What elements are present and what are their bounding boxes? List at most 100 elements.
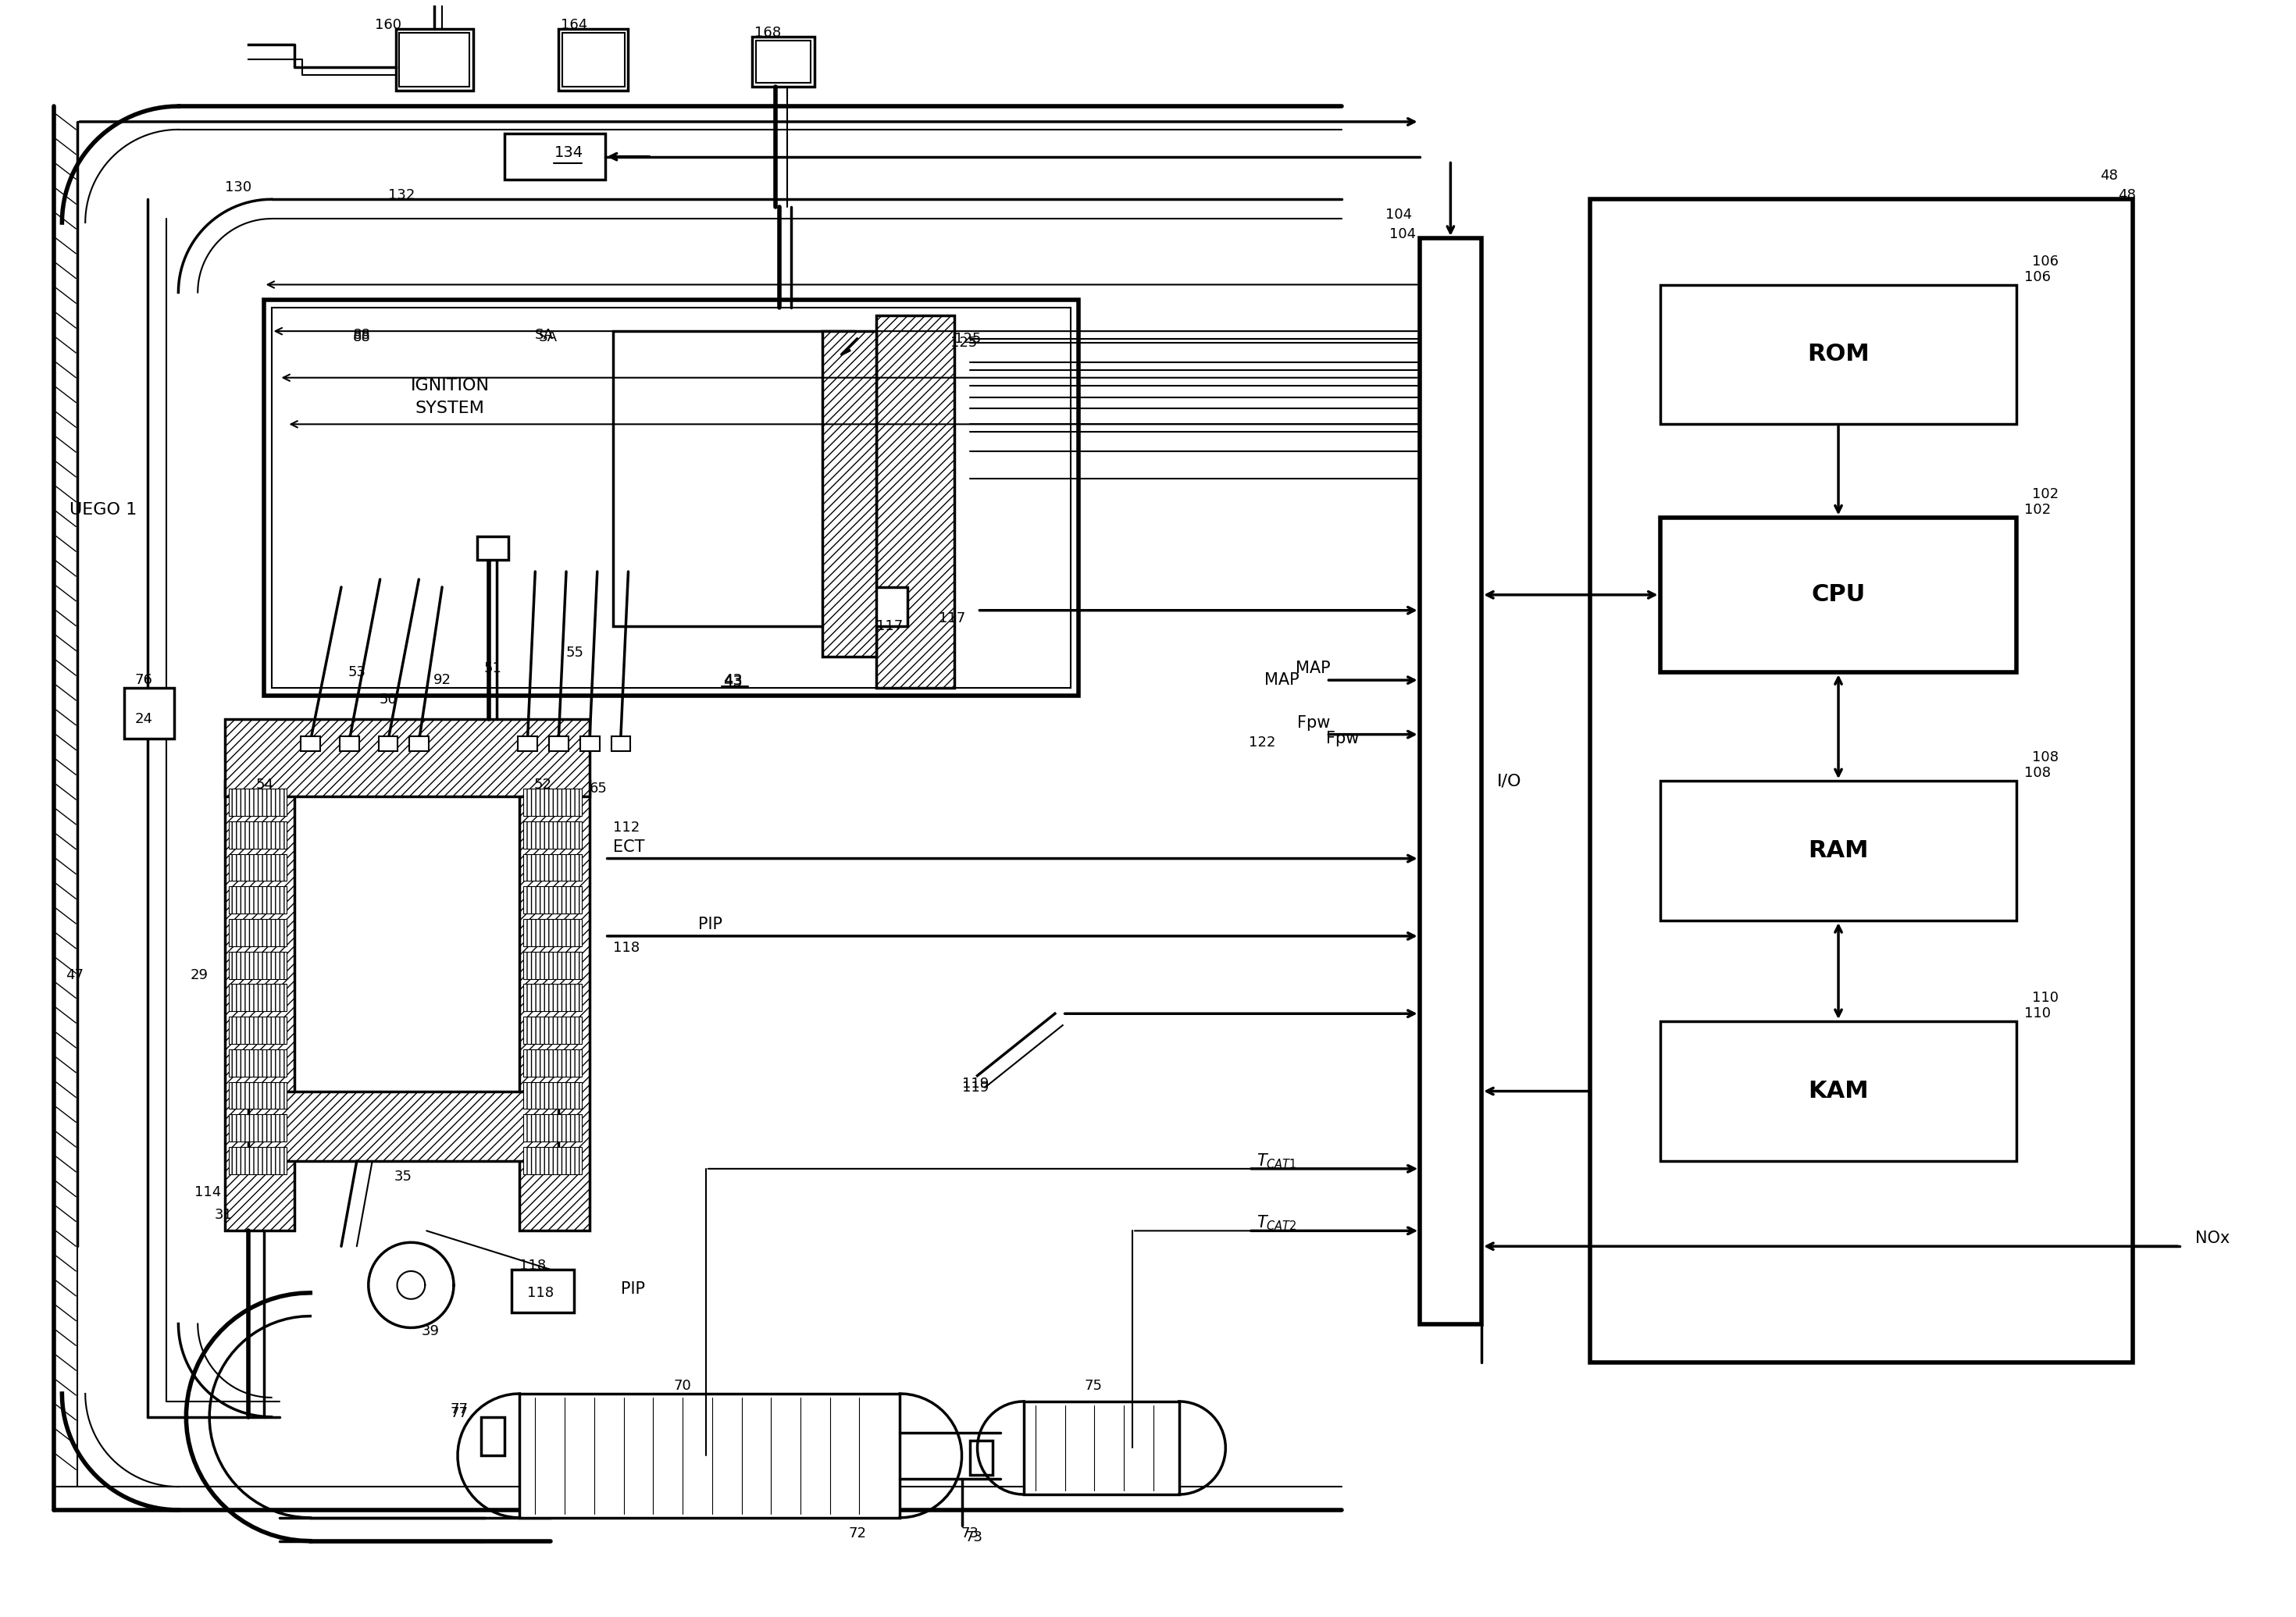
Text: $T_{CAT1}$: $T_{CAT1}$	[1256, 1151, 1297, 1171]
Text: 76: 76	[135, 673, 152, 687]
Text: 102: 102	[2032, 487, 2060, 501]
Text: 110: 110	[2032, 991, 2060, 1006]
Bar	[264, 301, 1079, 695]
Bar	[753, 37, 815, 87]
Text: Fpw: Fpw	[1297, 715, 1329, 731]
Text: SYSTEM: SYSTEM	[416, 401, 484, 417]
Text: Fpw: Fpw	[1327, 731, 1359, 745]
Bar	[523, 821, 581, 849]
Text: 52: 52	[535, 778, 551, 792]
Bar	[230, 918, 287, 946]
Bar	[225, 720, 590, 797]
Text: 92: 92	[434, 673, 450, 687]
Bar	[969, 1441, 992, 1475]
Bar	[523, 1049, 581, 1077]
Bar	[340, 736, 358, 752]
Text: MAP: MAP	[1295, 661, 1329, 676]
Text: $T_{CAT2}$: $T_{CAT2}$	[1256, 1214, 1297, 1232]
Text: 47: 47	[67, 969, 85, 982]
Bar	[230, 1114, 287, 1142]
Text: 31: 31	[216, 1208, 232, 1222]
Text: RAM: RAM	[1809, 839, 1869, 862]
Text: 75: 75	[1084, 1379, 1102, 1392]
Bar	[230, 1017, 287, 1045]
Text: 48: 48	[2101, 170, 2117, 183]
Bar	[1660, 781, 2016, 920]
Text: 119: 119	[962, 1080, 990, 1095]
Bar	[519, 781, 590, 1231]
Text: 35: 35	[395, 1169, 413, 1184]
Bar	[613, 331, 854, 626]
Text: 88: 88	[354, 330, 370, 344]
Bar	[225, 781, 294, 1231]
Bar	[230, 789, 287, 817]
Text: KAM: KAM	[1807, 1080, 1869, 1103]
Bar	[549, 736, 569, 752]
Bar	[1419, 238, 1481, 1324]
Bar	[523, 789, 581, 817]
Bar	[512, 1269, 574, 1313]
Text: 168: 168	[755, 26, 781, 39]
Bar	[480, 1416, 505, 1455]
Text: PIP: PIP	[620, 1281, 645, 1297]
Text: 130: 130	[225, 181, 253, 194]
Text: IGNITION: IGNITION	[411, 378, 489, 393]
Text: 54: 54	[255, 778, 273, 792]
Bar	[523, 951, 581, 978]
Bar	[400, 32, 468, 87]
Text: 24: 24	[135, 711, 152, 726]
Bar	[1660, 285, 2016, 424]
Text: 51: 51	[484, 661, 501, 676]
Bar	[822, 331, 877, 657]
Bar	[1660, 517, 2016, 673]
Text: 72: 72	[847, 1526, 866, 1541]
Text: 104: 104	[1384, 209, 1412, 222]
Bar	[230, 1146, 287, 1174]
Text: 53: 53	[347, 665, 365, 679]
Bar	[478, 537, 507, 559]
Bar	[1660, 1022, 2016, 1161]
Text: 73: 73	[960, 1526, 978, 1541]
Bar	[581, 736, 599, 752]
Text: 122: 122	[1249, 736, 1277, 749]
Text: SA: SA	[535, 328, 553, 343]
Bar	[519, 1394, 900, 1518]
Text: 112: 112	[613, 820, 641, 834]
Bar	[301, 736, 321, 752]
Bar	[230, 951, 287, 978]
Text: 43: 43	[723, 674, 742, 689]
Bar	[124, 687, 174, 739]
Bar	[523, 1114, 581, 1142]
Text: 88: 88	[354, 328, 370, 343]
Text: ROM: ROM	[1807, 343, 1869, 365]
Text: CPU: CPU	[1812, 584, 1864, 606]
Text: 29: 29	[191, 969, 209, 982]
Text: 118: 118	[528, 1286, 553, 1300]
Text: 77: 77	[450, 1402, 468, 1416]
Bar	[379, 736, 397, 752]
Text: 43: 43	[723, 673, 742, 687]
Bar	[523, 886, 581, 914]
Text: 114: 114	[195, 1185, 220, 1200]
Text: 125: 125	[955, 331, 980, 346]
Text: 110: 110	[2025, 1007, 2050, 1020]
Bar	[1024, 1402, 1180, 1494]
Text: I/O: I/O	[1497, 773, 1522, 789]
Text: UEGO 1: UEGO 1	[69, 501, 138, 517]
Text: NOx: NOx	[2195, 1231, 2229, 1247]
Bar	[1591, 199, 2133, 1363]
Text: SA: SA	[540, 330, 558, 344]
Text: 50: 50	[379, 692, 397, 707]
Text: 106: 106	[2032, 254, 2060, 268]
Text: 104: 104	[1389, 226, 1417, 241]
Text: PIP: PIP	[698, 917, 723, 933]
Bar	[877, 315, 955, 687]
Bar	[523, 918, 581, 946]
Text: 55: 55	[567, 645, 583, 660]
Bar	[523, 854, 581, 881]
Bar	[505, 133, 606, 179]
Bar	[563, 32, 625, 87]
Text: 73: 73	[964, 1530, 983, 1544]
Text: 48: 48	[2117, 189, 2135, 202]
Bar	[523, 1146, 581, 1174]
